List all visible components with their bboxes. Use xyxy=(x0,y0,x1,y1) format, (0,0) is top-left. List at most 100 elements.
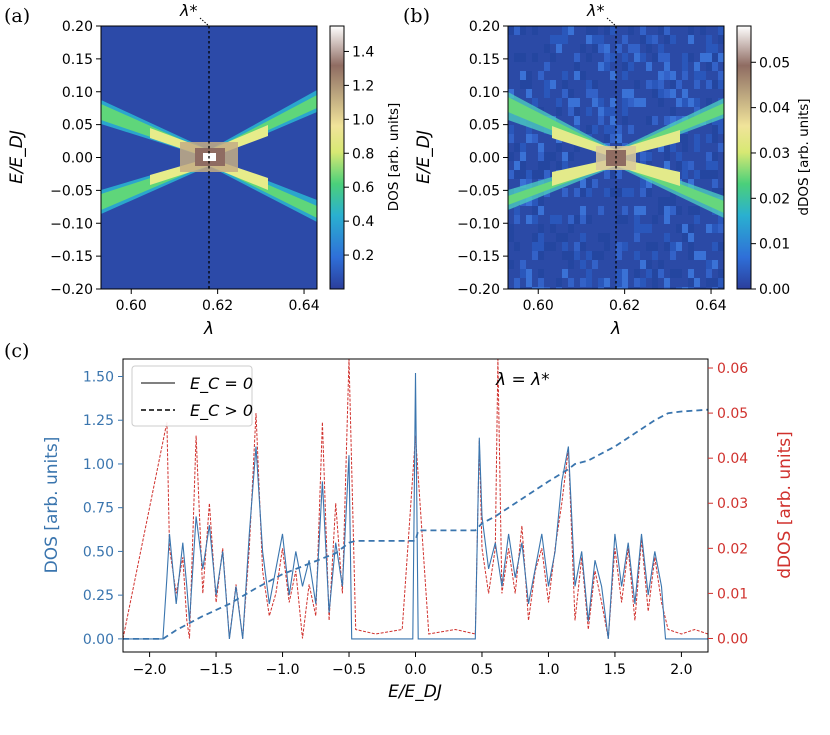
noise-cell xyxy=(622,116,628,125)
noise-cell xyxy=(520,269,526,278)
noise-cell xyxy=(652,80,658,89)
noise-cell xyxy=(562,89,568,98)
noise-cell xyxy=(604,170,610,179)
noise-cell xyxy=(676,269,682,278)
noise-cell xyxy=(700,71,706,80)
noise-cell xyxy=(520,26,526,35)
noise-cell xyxy=(706,224,712,233)
noise-cell xyxy=(634,98,640,107)
noise-cell xyxy=(664,161,670,170)
noise-cell xyxy=(556,35,562,44)
noise-cell xyxy=(640,188,646,197)
noise-cell xyxy=(700,62,706,71)
noise-cell xyxy=(646,269,652,278)
noise-cell xyxy=(658,278,664,287)
right-tick-label: 0.04 xyxy=(717,451,748,467)
noise-cell xyxy=(592,35,598,44)
noise-cell xyxy=(550,224,556,233)
noise-cell xyxy=(532,170,538,179)
noise-cell xyxy=(538,260,544,269)
noise-cell xyxy=(580,278,586,287)
noise-cell xyxy=(682,62,688,71)
noise-cell xyxy=(616,170,622,179)
noise-cell xyxy=(712,125,718,134)
noise-cell xyxy=(598,44,604,53)
noise-cell xyxy=(616,89,622,98)
noise-cell xyxy=(520,80,526,89)
noise-cell xyxy=(628,179,634,188)
noise-cell xyxy=(544,251,550,260)
noise-cell xyxy=(646,242,652,251)
noise-cell xyxy=(604,44,610,53)
x-tick-label: 0.64 xyxy=(288,298,319,314)
panel-a-colorbar-ticks: 0.2 0.4 0.6 0.8 1.0 1.2 1.4 xyxy=(344,44,374,264)
noise-cell xyxy=(598,107,604,116)
panel-b-colorbar-label: dDOS [arb. units] xyxy=(796,98,812,215)
noise-cell xyxy=(634,80,640,89)
noise-cell xyxy=(664,242,670,251)
noise-cell xyxy=(706,62,712,71)
noise-cell xyxy=(640,224,646,233)
noise-cell xyxy=(682,71,688,80)
noise-cell xyxy=(688,242,694,251)
y-tick-label: 0.20 xyxy=(62,19,93,35)
noise-cell xyxy=(532,233,538,242)
noise-cell xyxy=(532,98,538,107)
noise-cell xyxy=(688,287,694,289)
noise-cell xyxy=(580,206,586,215)
noise-cell xyxy=(544,89,550,98)
noise-cell xyxy=(700,80,706,89)
noise-cell xyxy=(652,251,658,260)
noise-cell xyxy=(670,287,676,289)
noise-cell xyxy=(694,71,700,80)
noise-cell xyxy=(604,98,610,107)
noise-cell xyxy=(544,152,550,161)
noise-cell xyxy=(604,278,610,287)
noise-cell xyxy=(664,71,670,80)
noise-cell xyxy=(580,71,586,80)
noise-cell xyxy=(544,287,550,289)
noise-cell xyxy=(676,242,682,251)
noise-cell xyxy=(556,107,562,116)
noise-cell xyxy=(718,242,724,251)
noise-cell xyxy=(676,233,682,242)
noise-cell xyxy=(520,170,526,179)
noise-cell xyxy=(538,224,544,233)
noise-cell xyxy=(580,233,586,242)
noise-cell xyxy=(664,152,670,161)
y-tick-label: 0.15 xyxy=(62,52,93,68)
noise-cell xyxy=(616,44,622,53)
left-tick-label: 1.00 xyxy=(83,457,114,473)
noise-cell xyxy=(526,170,532,179)
panel-b-lambda-pointer xyxy=(606,17,617,27)
noise-cell xyxy=(682,98,688,107)
noise-cell xyxy=(562,80,568,89)
noise-cell xyxy=(670,35,676,44)
noise-cell xyxy=(580,188,586,197)
noise-cell xyxy=(628,44,634,53)
noise-cell xyxy=(532,26,538,35)
noise-cell xyxy=(514,143,520,152)
noise-cell xyxy=(634,188,640,197)
noise-cell xyxy=(658,80,664,89)
noise-cell xyxy=(676,152,682,161)
noise-cell xyxy=(562,71,568,80)
noise-cell xyxy=(688,224,694,233)
noise-cell xyxy=(574,71,580,80)
noise-cell xyxy=(718,116,724,125)
colorbar-tick-label: 0.02 xyxy=(759,191,790,207)
dos-cumulative-dashed-line xyxy=(123,408,708,640)
noise-cell xyxy=(538,233,544,242)
noise-cell xyxy=(556,143,562,152)
noise-cell xyxy=(712,179,718,188)
noise-cell xyxy=(622,269,628,278)
y-tick-label: 0.00 xyxy=(62,151,93,167)
noise-cell xyxy=(658,269,664,278)
noise-cell xyxy=(598,278,604,287)
noise-cell xyxy=(640,53,646,62)
noise-cell xyxy=(550,62,556,71)
noise-cell xyxy=(712,287,718,289)
noise-cell xyxy=(718,260,724,269)
x-tick-label: −0.5 xyxy=(332,662,366,678)
left-tick-label: 1.50 xyxy=(83,369,114,385)
